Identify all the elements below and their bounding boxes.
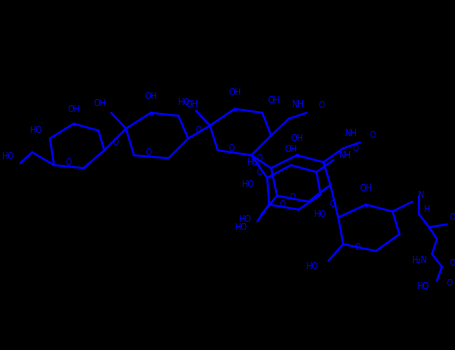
Text: O: O — [112, 138, 118, 147]
Text: O: O — [146, 148, 152, 157]
Text: O: O — [256, 168, 262, 176]
Text: H₂N: H₂N — [411, 257, 427, 265]
Text: HO: HO — [305, 262, 318, 271]
Text: O: O — [280, 200, 286, 209]
Text: OH: OH — [267, 97, 280, 105]
Text: OH: OH — [67, 105, 80, 114]
Text: NH: NH — [291, 100, 304, 109]
Text: O: O — [450, 213, 455, 222]
Text: OH: OH — [290, 134, 303, 144]
Text: OH: OH — [284, 145, 298, 154]
Text: O: O — [329, 200, 335, 209]
Text: OH: OH — [228, 88, 241, 97]
Text: OH: OH — [93, 99, 106, 108]
Text: HO: HO — [241, 180, 254, 189]
Text: HO: HO — [1, 152, 15, 161]
Text: OH: OH — [185, 100, 198, 110]
Text: HO: HO — [177, 98, 190, 107]
Text: N: N — [417, 191, 424, 200]
Text: O: O — [370, 131, 376, 140]
Text: OH: OH — [359, 184, 372, 193]
Text: HO: HO — [234, 223, 248, 232]
Text: O: O — [355, 243, 361, 252]
Text: O: O — [447, 279, 453, 288]
Text: H: H — [423, 205, 430, 214]
Text: NH: NH — [338, 151, 351, 160]
Text: O: O — [353, 144, 359, 153]
Text: O: O — [290, 193, 296, 202]
Text: O: O — [450, 259, 455, 268]
Text: NH: NH — [344, 130, 357, 139]
Text: O: O — [195, 126, 201, 135]
Text: O: O — [229, 144, 235, 153]
Text: HO: HO — [416, 282, 429, 291]
Text: HO: HO — [238, 215, 252, 224]
Text: HO: HO — [313, 210, 326, 219]
Text: HO: HO — [29, 126, 42, 135]
Text: OH: OH — [144, 92, 157, 101]
Text: HO: HO — [246, 158, 259, 167]
Text: O: O — [256, 154, 262, 163]
Text: O: O — [66, 158, 72, 167]
Text: O: O — [318, 102, 324, 110]
